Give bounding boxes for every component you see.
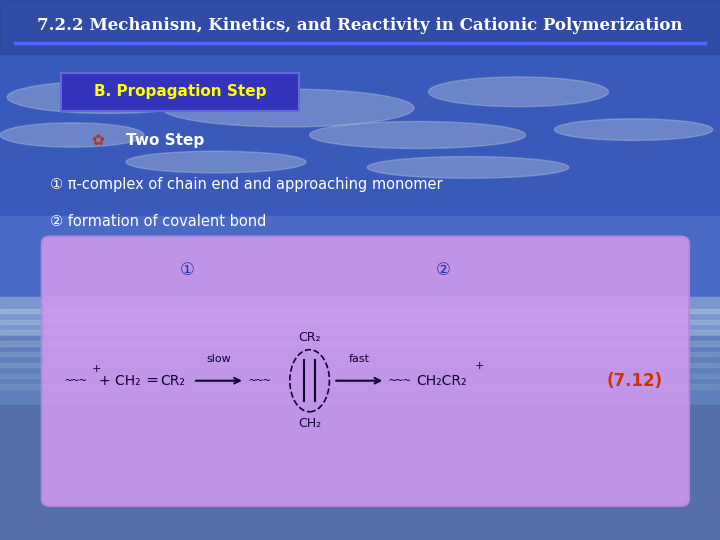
Text: +: +	[92, 364, 102, 374]
Text: B. Propagation Step: B. Propagation Step	[94, 84, 266, 99]
FancyBboxPatch shape	[42, 237, 689, 506]
Bar	[0, 352, 720, 356]
Ellipse shape	[7, 81, 209, 113]
Text: fast: fast	[348, 354, 370, 364]
Text: ~~~: ~~~	[389, 374, 411, 387]
Ellipse shape	[310, 122, 526, 148]
Text: ①: ①	[180, 261, 194, 279]
Bar	[0, 309, 720, 313]
Text: ✿: ✿	[91, 133, 104, 148]
Text: CR₂: CR₂	[298, 331, 321, 344]
Bar	[0, 0, 720, 54]
Ellipse shape	[367, 157, 569, 178]
Text: ~~~: ~~~	[248, 374, 271, 387]
Bar	[0, 320, 720, 324]
Text: ① π-complex of chain end and approaching monomer: ① π-complex of chain end and approaching…	[50, 177, 443, 192]
FancyBboxPatch shape	[61, 73, 299, 111]
Ellipse shape	[162, 89, 414, 127]
Bar	[0, 405, 720, 540]
Text: CH₂: CH₂	[298, 417, 321, 430]
Bar	[0, 216, 720, 297]
Text: 7.2.2 Mechanism, Kinetics, and Reactivity in Cationic Polymerization: 7.2.2 Mechanism, Kinetics, and Reactivit…	[37, 17, 683, 34]
Bar	[0, 363, 720, 367]
Bar	[0, 330, 720, 335]
Text: ②: ②	[436, 261, 450, 279]
Bar	[0, 0, 720, 216]
Text: ~~~: ~~~	[65, 374, 87, 387]
Ellipse shape	[0, 123, 144, 147]
Bar	[0, 374, 720, 378]
Bar	[0, 297, 720, 335]
Text: +: +	[475, 361, 485, 370]
Text: CH₂CR₂: CH₂CR₂	[416, 374, 467, 388]
Ellipse shape	[428, 77, 608, 107]
Text: + CH₂: + CH₂	[99, 374, 141, 388]
Text: CR₂: CR₂	[160, 374, 185, 388]
Bar	[0, 335, 720, 405]
Ellipse shape	[126, 151, 306, 173]
Bar	[0, 384, 720, 389]
Bar	[0, 341, 720, 346]
Text: ② formation of covalent bond: ② formation of covalent bond	[50, 214, 267, 229]
Bar	[14, 42, 706, 44]
Text: (7.12): (7.12)	[606, 372, 662, 390]
Text: ═: ═	[147, 373, 156, 388]
Ellipse shape	[554, 119, 713, 140]
Text: slow: slow	[207, 354, 231, 364]
Text: Two Step: Two Step	[126, 133, 204, 148]
